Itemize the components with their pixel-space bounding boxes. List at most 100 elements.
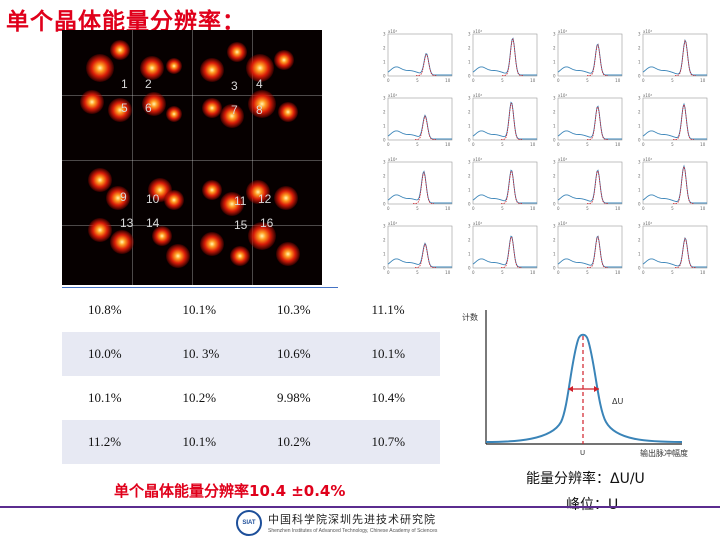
plot-frame <box>387 33 453 77</box>
axis-exponent: x10⁴ <box>388 93 397 98</box>
spectrum-curve <box>642 39 707 76</box>
gaussian-fit-curve <box>675 237 696 268</box>
plot-frame <box>387 225 453 269</box>
spectrum-curve <box>557 169 622 204</box>
flood-spot <box>202 180 222 200</box>
table-cell: 10.1% <box>62 376 157 420</box>
spectrum-curve <box>472 101 537 140</box>
plot-frame <box>642 225 708 269</box>
flood-spot <box>220 192 244 216</box>
axis-exponent: x10⁴ <box>473 29 482 34</box>
axis-exponent: x10⁴ <box>558 221 567 226</box>
grid-line <box>62 225 322 226</box>
spectrum-curve <box>472 235 537 268</box>
y-tick-label: 3 <box>468 224 471 229</box>
y-tick-label: 1 <box>638 124 641 129</box>
summary-text: 单个晶体能量分辨率10.4 ±0.4% <box>114 482 346 500</box>
plot-frame <box>472 161 538 205</box>
x-tick-label: 10 <box>615 206 621 211</box>
spectrum-plot: x10⁴ 0 1 2 3 0 5 10 <box>553 93 623 147</box>
gaussian-fit-curve <box>587 44 608 76</box>
x-tick-label: 5 <box>501 78 504 83</box>
resolution-table: 10.8% 10.1% 10.3% 11.1% 10.0% 10. 3% 10.… <box>62 288 440 464</box>
flood-spot <box>106 186 130 210</box>
axis-exponent: x10⁴ <box>558 157 567 162</box>
y-tick-label: 3 <box>468 96 471 101</box>
x-tick-label: 5 <box>671 78 674 83</box>
crystal-number: 6 <box>145 101 152 115</box>
gaussian-fit-curve <box>415 243 436 268</box>
y-tick-label: 0 <box>468 138 471 143</box>
spectrum-curve <box>387 53 452 76</box>
plot-frame <box>387 97 453 141</box>
x-tick-label: 10 <box>615 78 621 83</box>
y-tick-label: 1 <box>383 124 386 129</box>
x-tick-label: 5 <box>671 206 674 211</box>
spectrum-plot: x10⁴ 0 1 2 3 0 5 10 <box>553 221 623 275</box>
x-tick-label: 5 <box>671 142 674 147</box>
flood-spot <box>246 54 274 82</box>
spectrum-plot: x10⁴ 0 1 2 3 0 5 10 <box>383 221 453 275</box>
flood-spot <box>110 230 134 254</box>
spectrum-curve <box>387 170 452 204</box>
flood-spot <box>166 58 182 74</box>
y-tick-label: 1 <box>638 252 641 257</box>
spectrum-curve <box>387 242 452 268</box>
y-tick-label: 2 <box>553 46 556 51</box>
flood-spot <box>166 106 182 122</box>
institute-name-cn: 中国科学院深圳先进技术研究院 <box>268 513 436 526</box>
x-tick-label: 0 <box>642 270 645 275</box>
x-tick-label: 0 <box>642 142 645 147</box>
y-tick-label: 1 <box>383 252 386 257</box>
flood-spot <box>274 186 298 210</box>
x-tick-label: 10 <box>530 78 536 83</box>
crystal-number: 8 <box>256 103 263 117</box>
gaussian-fit-curve <box>413 171 434 204</box>
y-tick-label: 0 <box>638 138 641 143</box>
spectrum-curve <box>557 105 622 140</box>
y-tick-label: 2 <box>468 238 471 243</box>
spectrum-plot: x10⁴ 0 1 2 3 0 5 10 <box>468 157 538 211</box>
spectrum-plot: x10⁴ 0 1 2 3 0 5 10 <box>553 29 623 83</box>
y-tick-label: 3 <box>468 32 471 37</box>
spectrum-plot: x10⁴ 0 1 2 3 0 5 10 <box>468 29 538 83</box>
axis-exponent: x10⁴ <box>388 221 397 226</box>
table-row: 10.1% 10.2% 9.98% 10.4% <box>62 376 440 420</box>
y-tick-label: 1 <box>468 124 471 129</box>
crystal-number: 14 <box>146 216 160 230</box>
spectrum-panel: x10⁴ 0 1 2 3 0 5 10 <box>378 90 456 150</box>
table-cell: 9.98% <box>251 376 346 420</box>
y-tick-label: 1 <box>553 252 556 257</box>
peak-u-label: U <box>580 449 585 457</box>
table-row: 10.8% 10.1% 10.3% 11.1% <box>62 288 440 332</box>
x-tick-label: 5 <box>501 142 504 147</box>
y-tick-label: 0 <box>383 202 386 207</box>
gaussian-fit-curve <box>587 236 608 268</box>
y-tick-label: 1 <box>638 188 641 193</box>
spectrum-panel: x10⁴ 0 1 2 3 0 5 10 <box>548 154 626 214</box>
flood-spot <box>80 90 104 114</box>
y-tick-label: 2 <box>638 238 641 243</box>
spectrum-panel: x10⁴ 0 1 2 3 0 5 10 <box>463 26 541 86</box>
gaussian-fit-curve <box>502 38 523 76</box>
plot-frame <box>387 161 453 205</box>
flood-spot <box>142 92 166 116</box>
x-tick-label: 10 <box>700 206 706 211</box>
y-tick-label: 3 <box>553 96 556 101</box>
x-tick-label: 0 <box>557 206 560 211</box>
plot-frame <box>557 161 623 205</box>
x-tick-label: 5 <box>586 78 589 83</box>
spectrum-panel: x10⁴ 0 1 2 3 0 5 10 <box>633 154 711 214</box>
y-tick-label: 3 <box>383 32 386 37</box>
table-cell: 10.6% <box>251 332 346 376</box>
spectrum-panel: x10⁴ 0 1 2 3 0 5 10 <box>378 218 456 278</box>
x-tick-label: 5 <box>416 270 419 275</box>
y-tick-label: 1 <box>383 60 386 65</box>
spectrum-plot: x10⁴ 0 1 2 3 0 5 10 <box>638 29 708 83</box>
crystal-number: 5 <box>121 101 128 115</box>
spectrum-panel: x10⁴ 0 1 2 3 0 5 10 <box>548 90 626 150</box>
crystal-number: 2 <box>145 77 152 91</box>
flood-spot <box>220 104 244 128</box>
spectrum-panel: x10⁴ 0 1 2 3 0 5 10 <box>463 90 541 150</box>
x-tick-label: 5 <box>586 142 589 147</box>
